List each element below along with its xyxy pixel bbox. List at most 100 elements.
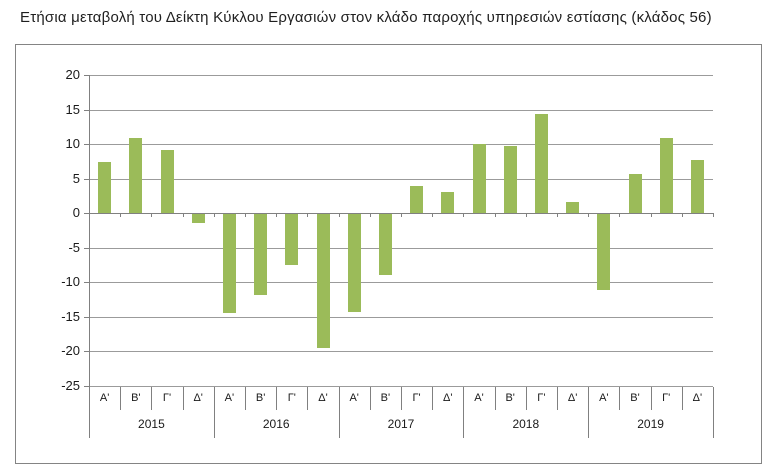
y-axis-label: -15 <box>61 308 80 324</box>
x-axis-year-label: 2018 <box>512 416 540 431</box>
chart-frame: 20 15 10 5 0 -5 -10 -15 -20 -25 Α' Β' Γ' Δ' Α' Β' Γ' Δ' Α'… <box>15 44 762 464</box>
quarter-separator <box>494 387 496 410</box>
x-axis-quarter-label: Α' <box>224 392 235 404</box>
gridline <box>89 178 713 180</box>
year-separator <box>213 387 215 438</box>
category-axis-tick <box>463 213 465 218</box>
y-axis-tick <box>84 282 89 284</box>
year-separator <box>588 387 590 438</box>
category-axis-tick <box>151 213 153 218</box>
x-axis-quarter-label: Β' <box>505 392 515 404</box>
quarter-separator <box>245 387 246 410</box>
gridline <box>89 247 713 249</box>
x-axis-quarter-label: Α' <box>474 392 484 404</box>
x-axis-quarter-label: Β' <box>380 392 391 404</box>
x-axis-quarter-label: Β' <box>630 392 640 404</box>
bar <box>410 185 424 214</box>
y-axis-label: -20 <box>61 343 80 359</box>
x-axis-quarter-label: Γ' <box>412 392 421 404</box>
bar <box>534 113 548 214</box>
category-axis-tick <box>557 213 558 218</box>
category-axis-tick <box>401 213 402 218</box>
quarter-separator <box>369 387 371 410</box>
y-axis-label: 20 <box>65 67 80 82</box>
category-axis-tick <box>681 213 683 218</box>
category-axis-tick <box>276 213 278 218</box>
gridline <box>89 109 713 111</box>
x-axis-quarter-label: Β' <box>255 392 266 404</box>
quarter-separator <box>276 387 278 410</box>
bar <box>129 137 143 214</box>
x-axis-year-label: 2019 <box>637 416 664 431</box>
category-axis-tick <box>369 213 371 218</box>
x-axis-quarter-label: Α' <box>599 392 609 404</box>
quarter-separator <box>650 387 652 410</box>
bar <box>316 214 330 348</box>
bar <box>472 144 486 214</box>
y-axis-label: -25 <box>61 378 80 393</box>
bar <box>503 146 517 214</box>
bar <box>690 160 704 214</box>
gridline <box>89 282 713 284</box>
y-axis-tick <box>84 386 89 387</box>
y-axis-label: 0 <box>72 205 80 221</box>
category-axis-tick <box>494 213 496 218</box>
y-axis-label: 15 <box>65 101 80 117</box>
x-axis-quarter-label: Α' <box>99 392 110 404</box>
category-axis-tick <box>120 213 122 218</box>
category-axis-tick <box>432 213 434 218</box>
y-axis-label: -5 <box>68 239 80 255</box>
bar <box>222 214 236 314</box>
year-separator <box>463 387 465 438</box>
x-axis-quarter-label: Γ' <box>662 392 671 404</box>
bar <box>191 214 205 224</box>
y-axis-tick <box>84 178 89 180</box>
quarter-separator <box>182 387 184 410</box>
year-separator <box>338 387 340 438</box>
category-axis-tick <box>245 213 246 218</box>
bar <box>659 137 673 214</box>
category-axis-tick <box>713 213 714 218</box>
y-axis-label: 5 <box>72 170 80 186</box>
x-axis-year-label: 2017 <box>387 416 415 431</box>
quarter-separator <box>120 387 122 410</box>
x-axis-quarter-label: Δ' <box>318 392 328 404</box>
value-axis-line <box>89 75 90 387</box>
quarter-separator <box>525 387 527 410</box>
x-axis-quarter-label: Δ' <box>567 392 578 404</box>
category-axis-tick <box>89 213 90 218</box>
category-axis-tick <box>338 213 340 218</box>
bar <box>441 192 455 214</box>
quarter-separator <box>557 387 558 410</box>
y-axis-tick <box>84 109 89 111</box>
y-axis-tick <box>84 351 89 353</box>
bar <box>597 214 611 290</box>
x-axis-quarter-label: Δ' <box>692 392 703 404</box>
chart-title: Ετήσια μεταβολή του Δείκτη Κύκλου Εργασι… <box>20 9 712 26</box>
gridline <box>89 351 713 353</box>
x-axis-quarter-label: Δ' <box>193 392 203 404</box>
bar <box>378 214 392 276</box>
quarter-separator <box>432 387 434 410</box>
x-axis-quarter-label: Α' <box>349 392 359 404</box>
category-axis-tick <box>182 213 184 218</box>
bar <box>160 149 174 214</box>
x-axis-quarter-label: Γ' <box>287 392 296 404</box>
year-separator <box>713 387 714 438</box>
quarter-separator <box>401 387 402 410</box>
quarter-separator <box>619 387 621 410</box>
x-axis-year-label: 2016 <box>262 416 290 431</box>
bar <box>254 214 268 296</box>
bar <box>628 173 642 214</box>
bar <box>347 214 361 313</box>
gridline <box>89 75 713 76</box>
x-axis-year-label: 2015 <box>138 416 165 431</box>
y-axis-tick <box>84 75 89 76</box>
y-axis-tick <box>84 247 89 249</box>
x-axis-quarter-label: Δ' <box>443 392 453 404</box>
year-separator <box>89 387 90 438</box>
category-axis-tick <box>525 213 527 218</box>
bar <box>98 162 112 214</box>
y-axis-label: -10 <box>61 274 80 290</box>
